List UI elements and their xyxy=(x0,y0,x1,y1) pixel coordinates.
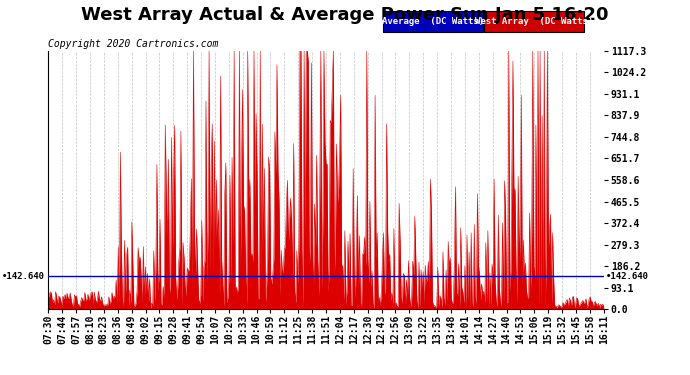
Text: •142.640: •142.640 xyxy=(2,272,45,281)
Text: West Array Actual & Average Power Sun Jan 5 16:20: West Array Actual & Average Power Sun Ja… xyxy=(81,6,609,24)
Text: Copyright 2020 Cartronics.com: Copyright 2020 Cartronics.com xyxy=(48,39,219,49)
Text: West Array  (DC Watts): West Array (DC Watts) xyxy=(475,17,593,26)
Text: Average  (DC Watts): Average (DC Watts) xyxy=(382,17,484,26)
Text: •142.640: •142.640 xyxy=(606,272,649,281)
